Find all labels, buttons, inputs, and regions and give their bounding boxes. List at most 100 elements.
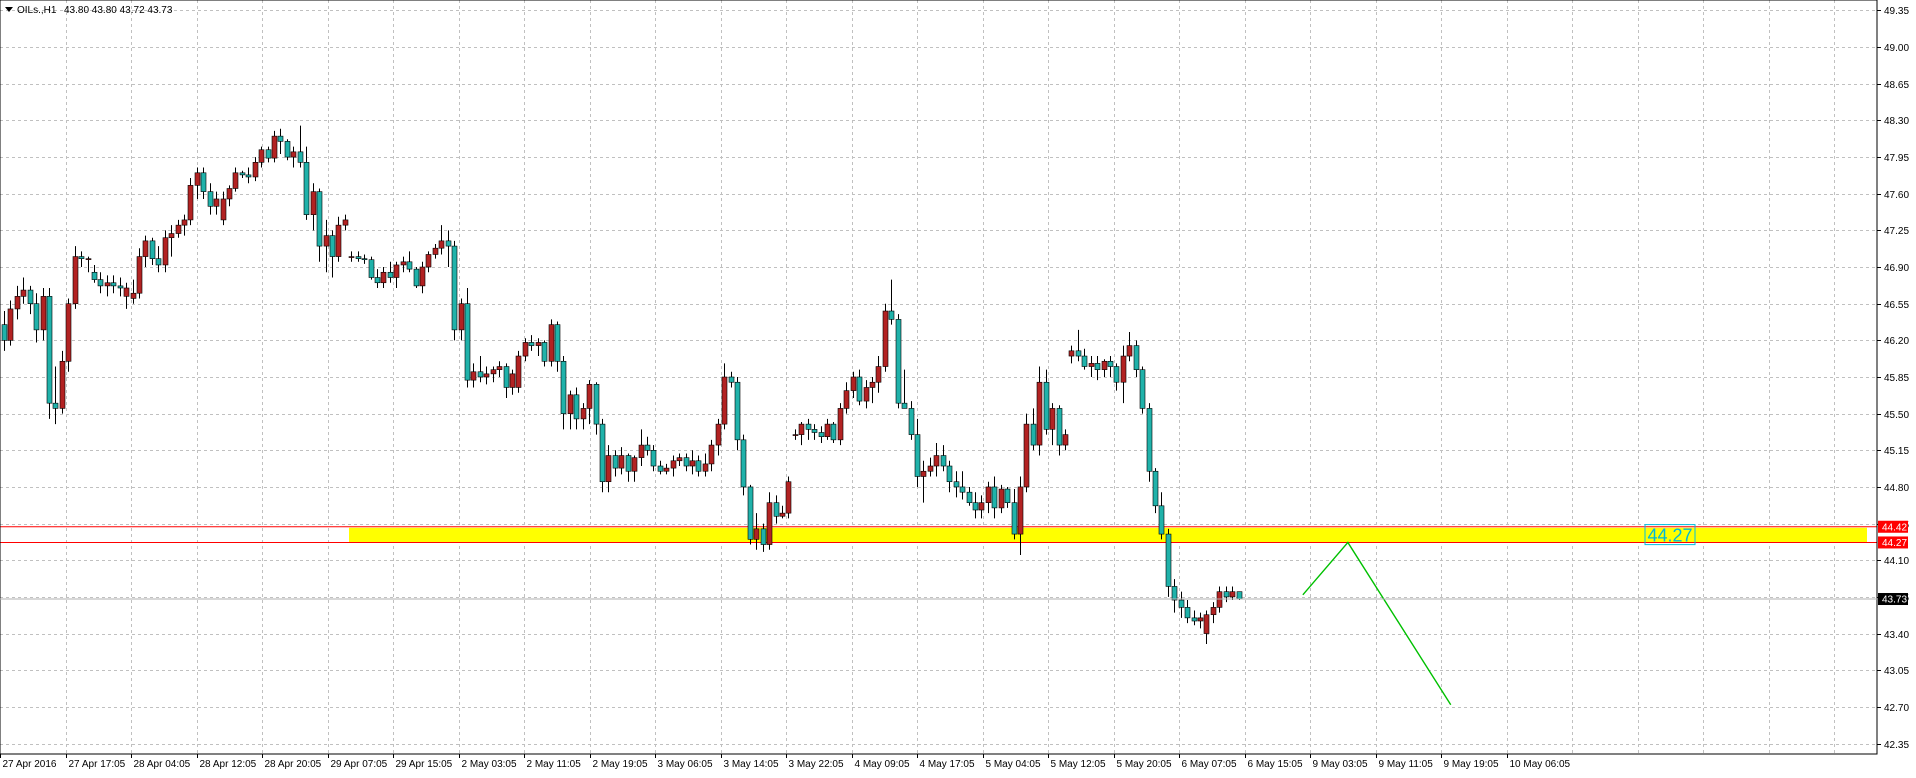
candle: [875, 356, 882, 393]
candle-body-up: [20, 289, 27, 297]
candle: [573, 387, 580, 430]
candle-body-down: [728, 376, 735, 383]
candle-body-up: [470, 371, 477, 381]
candle-body-up: [1126, 345, 1133, 357]
projection-label: 44.27: [1644, 524, 1696, 546]
candle: [290, 146, 297, 168]
x-tick-label: 27 Apr 2016: [3, 759, 57, 770]
candle-body-down: [155, 258, 162, 266]
candle: [239, 170, 246, 179]
candle-body-down: [908, 408, 915, 435]
candle-body-down: [856, 376, 863, 402]
candle-body-down: [78, 256, 85, 259]
candle-body-up: [380, 271, 387, 284]
candle-body-down: [1165, 533, 1172, 587]
candle: [560, 356, 567, 430]
candle: [554, 321, 561, 372]
candle-body-up: [458, 303, 465, 331]
candle-body-down: [805, 423, 812, 430]
candle: [599, 418, 606, 493]
candle: [541, 340, 548, 367]
candle: [1152, 468, 1159, 514]
candle-body-up: [702, 463, 709, 472]
candle-body-down: [528, 342, 535, 346]
candle: [689, 450, 696, 475]
candle-body-down: [207, 191, 214, 207]
x-tick-label: 4 May 17:05: [920, 759, 975, 770]
candle: [946, 460, 953, 493]
current-price-tag-bg: [1878, 593, 1908, 606]
candle-body-down: [541, 342, 548, 362]
candle-body-up: [7, 308, 14, 341]
candle: [1210, 602, 1217, 624]
x-tick-label: 9 May 03:05: [1313, 759, 1368, 770]
x-tick-label: 3 May 22:05: [789, 759, 844, 770]
candle: [1203, 610, 1210, 645]
candle: [586, 380, 593, 425]
candle: [605, 445, 612, 493]
candle-body-up: [1036, 381, 1043, 446]
candle-body-up: [310, 191, 317, 215]
candle: [933, 442, 940, 477]
y-tick-label: 42.35: [1884, 740, 1909, 751]
candle-body-down: [959, 486, 966, 493]
resistance-price-tag-text: 44.42: [1882, 522, 1907, 533]
y-tick-label: 49.35: [1884, 6, 1909, 17]
candle: [676, 453, 683, 467]
candle: [1056, 405, 1063, 456]
candle: [393, 261, 400, 288]
candle-body-down: [1178, 599, 1185, 608]
support-price-tag-bg: [1878, 536, 1908, 549]
candle: [740, 434, 747, 496]
y-tick-label: 47.95: [1884, 153, 1909, 164]
candle-body-up: [766, 502, 773, 545]
candle: [46, 287, 53, 419]
candle: [310, 183, 317, 231]
candle-body-up: [335, 224, 342, 257]
candles: [1, 125, 1243, 645]
candle: [265, 146, 272, 163]
candle-body-down: [406, 261, 413, 270]
candle-body-down: [200, 172, 207, 192]
candle: [232, 167, 239, 192]
candle-body-down: [773, 502, 780, 517]
candle-body-down: [573, 394, 580, 420]
candle: [657, 460, 664, 475]
candle: [277, 128, 284, 154]
candle-body-down: [972, 502, 979, 511]
candle: [168, 225, 175, 257]
time-axis[interactable]: 27 Apr 2016 27 Apr 17:05 28 Apr 04:05 28 Ap…: [0, 754, 1571, 770]
candle: [380, 267, 387, 288]
y-tick-label: 45.50: [1884, 410, 1909, 421]
candle-body-down: [740, 439, 747, 488]
candle-body-up: [252, 162, 259, 178]
candle-body-down: [1171, 586, 1178, 601]
candle: [1017, 476, 1024, 556]
candle-body-up: [843, 390, 850, 409]
x-tick-label: 5 May 20:05: [1117, 759, 1172, 770]
support-price-tag-text: 44.27: [1882, 538, 1907, 549]
candle: [638, 429, 645, 467]
candle-body-down: [953, 481, 960, 488]
candle-body-down: [503, 366, 510, 388]
candle: [1113, 363, 1120, 391]
current-price-tag-text: 43.73: [1882, 595, 1907, 606]
candle-body-down: [110, 282, 117, 287]
candle-body-up: [798, 423, 805, 435]
candle: [361, 254, 368, 264]
projection-line[interactable]: [1302, 541, 1452, 706]
candle-body-up: [1210, 607, 1217, 616]
y-tick-label: 48.30: [1884, 116, 1909, 127]
price-axis[interactable]: 49.35 49.00 48.65 48.30 47.95 47.60 47.25 46.90…: [1877, 6, 1909, 751]
candle-body-up: [496, 366, 503, 370]
candle: [297, 125, 304, 168]
triangle-down-icon[interactable]: [5, 7, 13, 12]
candle-body-up: [515, 355, 522, 388]
candle-body-up: [869, 381, 876, 388]
candle: [1146, 403, 1153, 482]
x-tick-label: 28 Apr 20:05: [265, 759, 322, 770]
candle: [136, 248, 143, 299]
candle-body-up: [927, 465, 934, 472]
